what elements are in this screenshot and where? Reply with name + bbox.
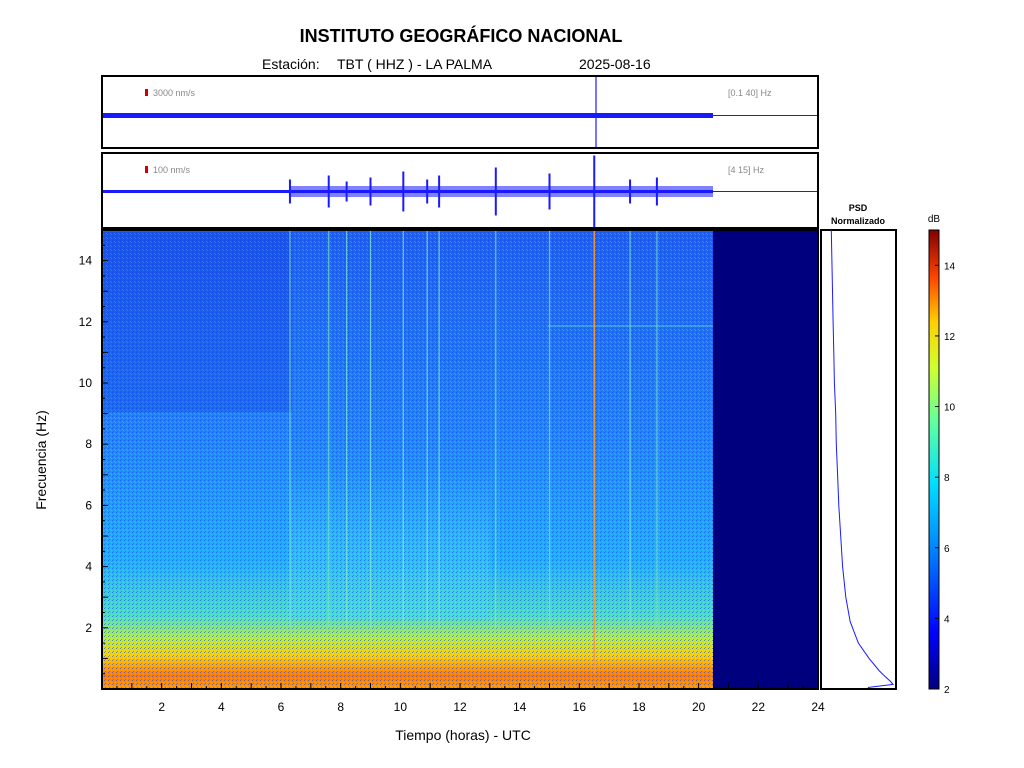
colorbar-gradient	[928, 229, 940, 690]
colorbar-tick-label: 10	[944, 403, 956, 414]
trace-top-signal	[103, 113, 713, 118]
colorbar: dB 2 4 6 8 10 12 14	[928, 214, 956, 696]
trace-panel-top-frame	[101, 75, 819, 149]
x-axis-label: Tiempo (horas) - UTC	[395, 727, 531, 743]
x-tick-label: 20	[692, 700, 706, 714]
y-tick-label: 2	[85, 621, 92, 635]
x-tick-label: 10	[394, 700, 408, 714]
trace-bottom-scale: 100 nm/s	[153, 165, 191, 175]
spectrogram-no-data	[713, 230, 818, 689]
y-tick-label: 8	[85, 437, 92, 451]
psd-title-line1: PSD	[849, 203, 868, 213]
x-tick-label: 14	[513, 700, 527, 714]
colorbar-label: dB	[928, 214, 941, 225]
x-tick-label: 16	[573, 700, 587, 714]
colorbar-tick-label: 8	[944, 473, 950, 484]
y-tick-label: 4	[85, 560, 92, 574]
colorbar-tick-label: 4	[944, 614, 950, 625]
x-tick-label: 12	[453, 700, 467, 714]
trace-top-scale: 3000 nm/s	[153, 88, 196, 98]
psd-title-line2: Normalizado	[831, 216, 886, 226]
station-label: Estación:	[262, 56, 320, 72]
spectrogram-quiet-zone	[102, 232, 292, 412]
spectrogram-noise	[102, 230, 713, 689]
y-tick-label: 12	[79, 315, 93, 329]
trace-bottom-noise	[290, 186, 713, 197]
chart-title: INSTITUTO GEOGRÁFICO NACIONAL	[299, 26, 623, 46]
trace-bottom-band: [4 15] Hz	[728, 165, 765, 175]
x-tick-label: 22	[752, 700, 766, 714]
scale-bar-icon	[145, 89, 148, 96]
scale-bar-icon	[145, 166, 148, 173]
x-tick-label: 8	[337, 700, 344, 714]
date-label: 2025-08-16	[579, 56, 651, 72]
y-axis-label: Frecuencia (Hz)	[33, 410, 49, 510]
psd-frame	[820, 229, 897, 690]
colorbar-tick-label: 2	[944, 685, 950, 696]
x-tick-label: 4	[218, 700, 225, 714]
x-tick-label: 18	[632, 700, 646, 714]
trace-panel-bottom: 100 nm/s [4 15] Hz	[101, 152, 819, 229]
y-tick-label: 10	[79, 376, 93, 390]
psd-panel: PSD Normalizado	[820, 203, 897, 690]
y-tick-label: 6	[85, 498, 92, 512]
x-tick-label: 24	[811, 700, 825, 714]
x-tick-label: 6	[278, 700, 285, 714]
y-tick-label: 14	[79, 254, 93, 268]
trace-panel-top: 3000 nm/s [0.1 40] Hz	[101, 75, 819, 149]
colorbar-tick-label: 12	[944, 332, 956, 343]
x-tick-label: 2	[158, 700, 165, 714]
station-value: TBT ( HHZ ) - LA PALMA	[337, 56, 493, 72]
colorbar-tick-label: 14	[944, 261, 956, 272]
psd-line	[830, 229, 894, 688]
colorbar-tick-label: 6	[944, 544, 950, 555]
trace-top-band: [0.1 40] Hz	[728, 88, 772, 98]
